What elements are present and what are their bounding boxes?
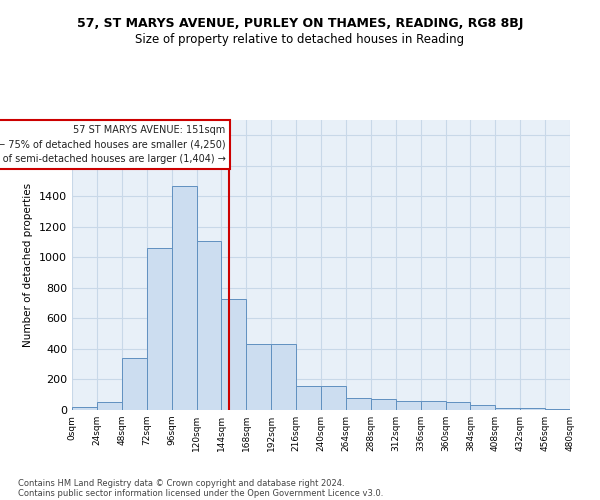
Bar	[146, 248, 172, 410]
Bar	[72, 407, 97, 410]
Bar	[321, 386, 346, 410]
Bar	[421, 401, 445, 410]
Text: Contains public sector information licensed under the Open Government Licence v3: Contains public sector information licen…	[18, 488, 383, 498]
Bar	[470, 406, 496, 410]
Bar	[346, 398, 371, 410]
Bar	[271, 344, 296, 410]
Bar	[371, 398, 396, 410]
Bar	[122, 358, 147, 410]
Bar	[247, 344, 271, 410]
Bar	[221, 298, 247, 410]
Y-axis label: Number of detached properties: Number of detached properties	[23, 183, 34, 347]
Bar	[97, 402, 122, 410]
Text: 57 ST MARYS AVENUE: 151sqm
← 75% of detached houses are smaller (4,250)
25% of s: 57 ST MARYS AVENUE: 151sqm ← 75% of deta…	[0, 124, 226, 164]
Bar	[446, 402, 470, 410]
Text: 57, ST MARYS AVENUE, PURLEY ON THAMES, READING, RG8 8BJ: 57, ST MARYS AVENUE, PURLEY ON THAMES, R…	[77, 18, 523, 30]
Text: Contains HM Land Registry data © Crown copyright and database right 2024.: Contains HM Land Registry data © Crown c…	[18, 478, 344, 488]
Bar	[520, 408, 545, 410]
Text: Size of property relative to detached houses in Reading: Size of property relative to detached ho…	[136, 32, 464, 46]
Bar	[296, 386, 321, 410]
Bar	[197, 240, 221, 410]
Bar	[545, 409, 570, 410]
Bar	[496, 408, 520, 410]
Bar	[172, 186, 197, 410]
Bar	[396, 401, 421, 410]
